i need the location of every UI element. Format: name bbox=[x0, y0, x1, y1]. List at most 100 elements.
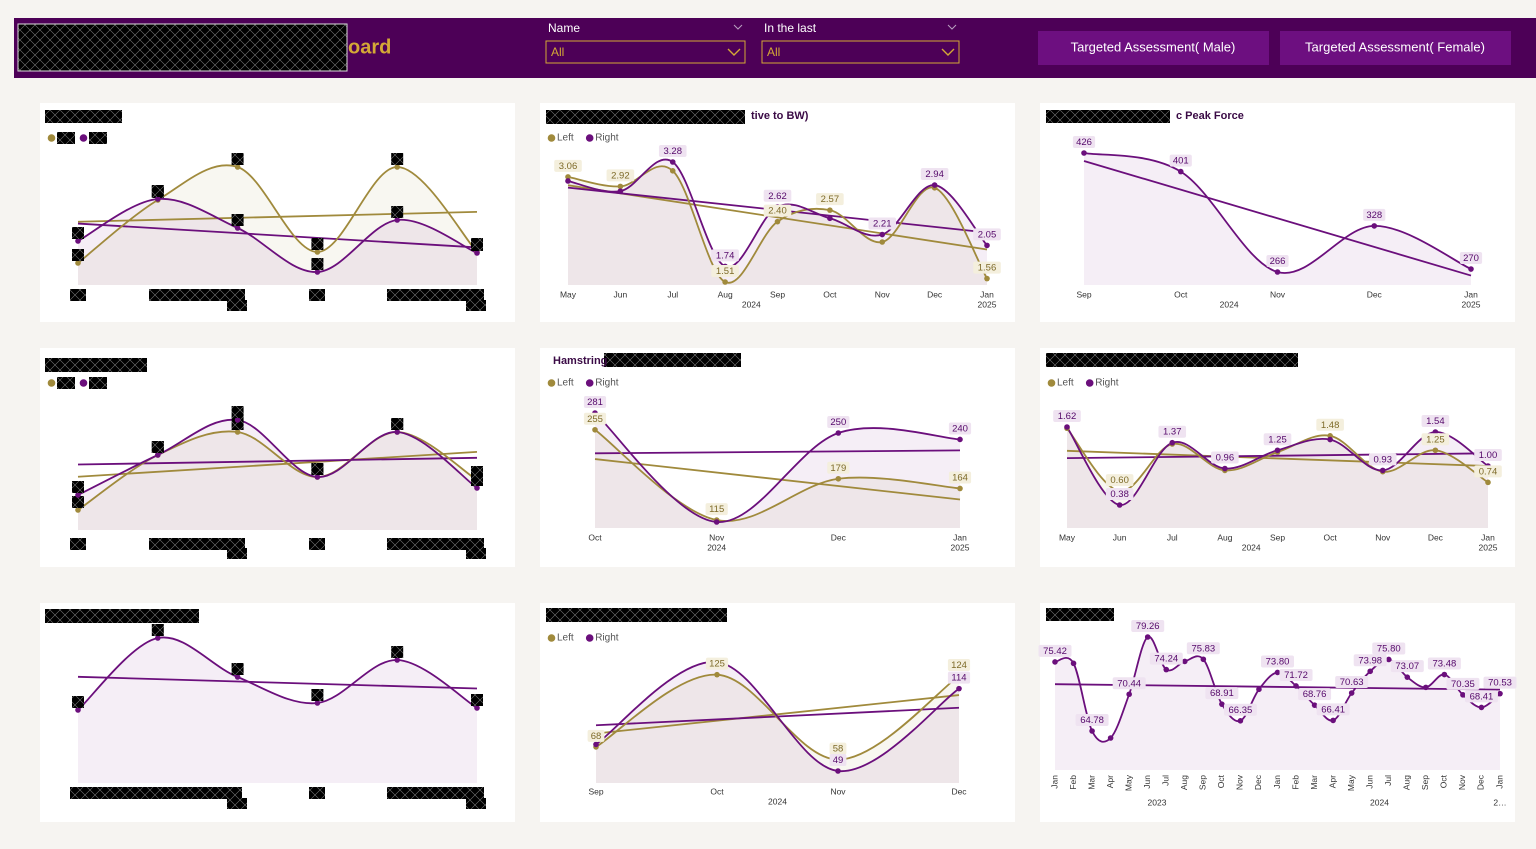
button-label[interactable]: Targeted Assessment( Female) bbox=[1305, 39, 1485, 54]
data-point bbox=[474, 485, 480, 491]
data-label-bg bbox=[947, 658, 971, 671]
chart-title: c Peak Force bbox=[1176, 110, 1244, 122]
data-point bbox=[1177, 168, 1184, 175]
legend-label: Right bbox=[595, 133, 619, 144]
data-label-bg bbox=[920, 168, 949, 181]
redaction bbox=[57, 132, 75, 144]
data-label-bg bbox=[1261, 655, 1294, 668]
redaction bbox=[149, 289, 245, 301]
button[interactable] bbox=[1280, 31, 1511, 65]
data-point bbox=[1116, 502, 1123, 508]
data-label: 70.63 bbox=[1340, 677, 1364, 688]
dropdown[interactable] bbox=[545, 40, 746, 64]
data-label: 73.98 bbox=[1358, 655, 1382, 666]
redaction bbox=[546, 608, 727, 622]
legend-marker bbox=[585, 379, 594, 387]
data-point bbox=[75, 707, 81, 713]
legend-label: Left bbox=[557, 633, 574, 644]
area bbox=[1067, 427, 1488, 528]
redaction bbox=[72, 249, 84, 261]
series-line bbox=[77, 164, 478, 264]
data-label-bg bbox=[606, 169, 635, 182]
x-tick-label: Jul bbox=[1167, 532, 1178, 542]
x-group-label: 2024 bbox=[1242, 542, 1261, 552]
data-point bbox=[984, 242, 990, 249]
data-label-bg bbox=[583, 412, 607, 425]
x-tick-label: Oct bbox=[1216, 774, 1226, 788]
data-label-bg bbox=[1105, 474, 1134, 487]
data-point bbox=[565, 174, 571, 180]
data-label: 66.41 bbox=[1321, 704, 1345, 715]
legend-marker bbox=[79, 379, 88, 387]
dropdown-value[interactable]: All bbox=[551, 45, 564, 59]
x-tick-label: Oct bbox=[588, 532, 602, 542]
data-label: 0.93 bbox=[1374, 454, 1393, 465]
legend-marker bbox=[1047, 379, 1056, 387]
data-label: 68.41 bbox=[1470, 691, 1494, 702]
series-line bbox=[594, 412, 961, 523]
data-point bbox=[617, 188, 624, 194]
x-tick-label: Dec bbox=[951, 786, 967, 796]
data-point bbox=[879, 239, 886, 245]
data-label: 68.91 bbox=[1210, 688, 1234, 699]
dropdown-value[interactable]: All bbox=[767, 45, 780, 59]
data-label: 3.28 bbox=[664, 146, 683, 157]
data-label: 250 bbox=[830, 417, 846, 428]
data-label: 0.74 bbox=[1479, 466, 1498, 477]
data-label-bg bbox=[1211, 451, 1239, 464]
button[interactable] bbox=[1038, 31, 1269, 65]
x-tick-label: Jul bbox=[1383, 775, 1393, 786]
button-label[interactable]: Targeted Assessment( Male) bbox=[1071, 39, 1236, 54]
data-label-bg bbox=[1279, 668, 1313, 681]
data-label-bg bbox=[1131, 620, 1165, 632]
data-point bbox=[1404, 674, 1411, 680]
data-point bbox=[617, 183, 624, 190]
data-point bbox=[234, 674, 241, 680]
data-label-bg bbox=[1427, 657, 1461, 670]
dropdown[interactable] bbox=[761, 40, 960, 64]
redaction bbox=[72, 481, 84, 493]
redaction bbox=[604, 353, 741, 367]
data-point bbox=[1107, 735, 1114, 741]
trend-line bbox=[1083, 160, 1472, 277]
data-label-bg bbox=[948, 471, 972, 484]
data-label-bg bbox=[829, 754, 847, 766]
x-tick-label: Sep bbox=[770, 289, 785, 299]
x-tick-label: Feb bbox=[1068, 775, 1078, 790]
redaction bbox=[149, 538, 245, 550]
x-group-label: 2025 bbox=[978, 299, 997, 309]
x-group-label: 2025 bbox=[951, 542, 970, 552]
data-label: 73.07 bbox=[1395, 661, 1419, 672]
data-label: 58 bbox=[833, 744, 844, 755]
x-tick-label: Jan bbox=[1494, 775, 1504, 789]
data-label: 75.83 bbox=[1191, 643, 1215, 654]
data-label: 426 bbox=[1076, 137, 1092, 148]
x-tick-label: Sep bbox=[1270, 532, 1285, 542]
data-point bbox=[827, 207, 833, 213]
x-tick-label: Apr bbox=[1327, 775, 1337, 788]
data-point bbox=[1478, 704, 1485, 711]
x-tick-label: Apr bbox=[1105, 775, 1115, 788]
data-label: 2.57 bbox=[821, 194, 840, 205]
data-label: 255 bbox=[587, 414, 603, 425]
data-point bbox=[394, 429, 401, 435]
data-point bbox=[1126, 691, 1132, 698]
data-point bbox=[1169, 439, 1176, 446]
x-tick-label: Mar bbox=[1309, 775, 1319, 790]
trend-line bbox=[595, 694, 960, 735]
data-point bbox=[394, 217, 401, 223]
data-label: 79.26 bbox=[1136, 621, 1160, 632]
data-point bbox=[592, 426, 598, 433]
x-tick-label: Jun bbox=[1113, 532, 1127, 542]
data-label: 281 bbox=[587, 397, 603, 408]
data-point bbox=[1432, 447, 1439, 454]
area bbox=[78, 419, 477, 530]
legend-marker bbox=[1085, 379, 1094, 387]
data-label-bg bbox=[711, 265, 739, 277]
area bbox=[596, 674, 959, 783]
trend-line bbox=[594, 458, 961, 501]
data-label-bg bbox=[1421, 415, 1450, 428]
data-point bbox=[1367, 668, 1374, 675]
panel bbox=[40, 348, 515, 567]
x-tick-label: Jun bbox=[1364, 775, 1374, 789]
